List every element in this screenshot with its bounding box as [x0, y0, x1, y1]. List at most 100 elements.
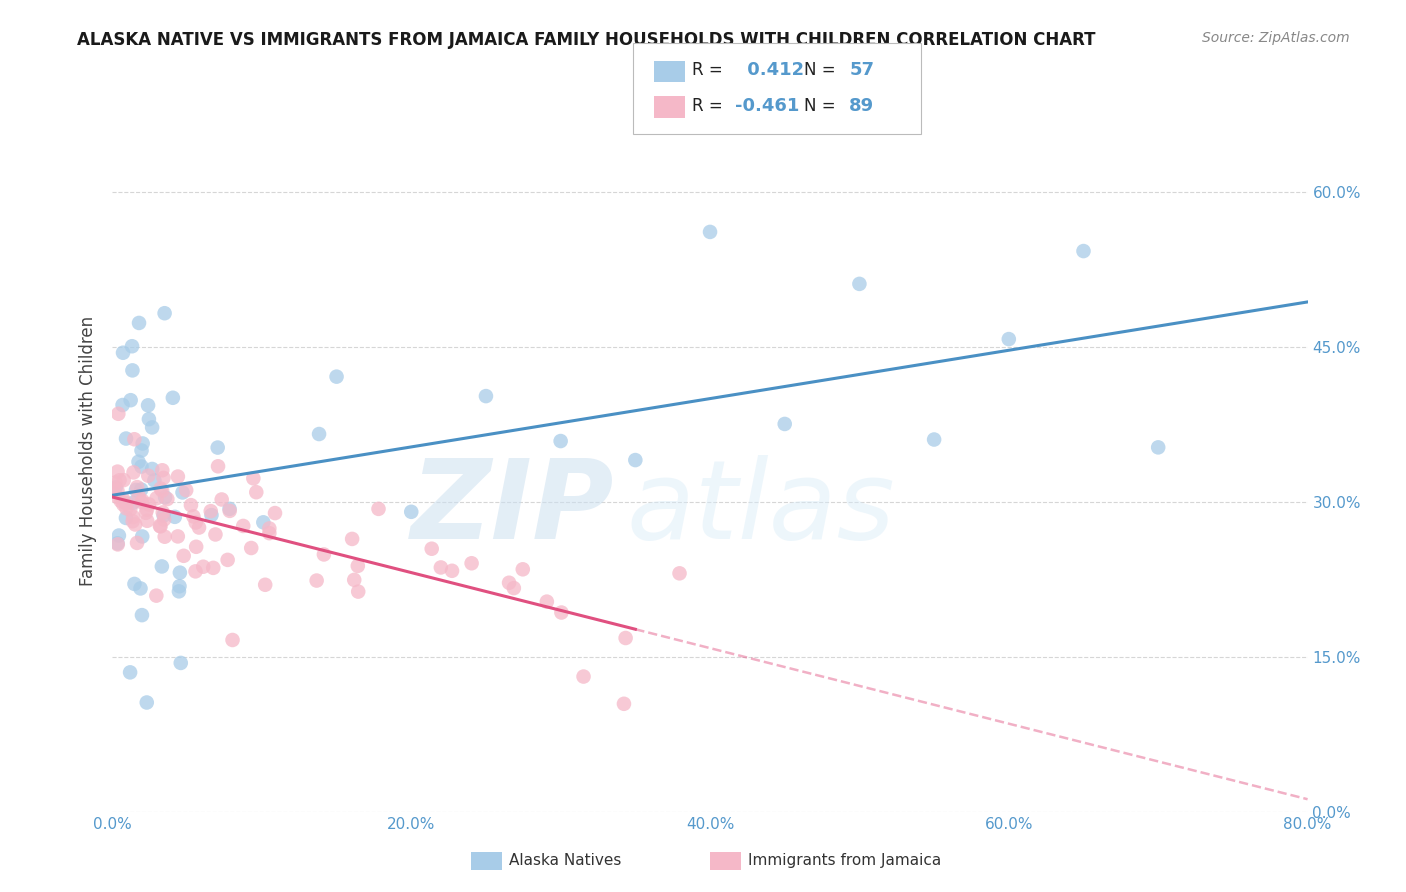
Point [145, 589, 167, 603]
Point [135, 506, 157, 520]
Point [150, 559, 173, 574]
Point [502, 581, 524, 595]
Text: 0.412: 0.412 [741, 62, 804, 79]
Point [149, 519, 172, 533]
Point [200, 508, 222, 522]
Point [125, 483, 148, 497]
Point [141, 420, 163, 434]
Point [153, 306, 176, 320]
Text: -0.461: -0.461 [735, 97, 800, 115]
Point [122, 496, 145, 510]
Point [550, 606, 572, 620]
Point [115, 501, 138, 516]
Text: R =: R = [692, 97, 728, 115]
Point [624, 453, 647, 467]
Point [325, 369, 347, 384]
Point [550, 434, 572, 448]
Point [121, 514, 143, 528]
Point [136, 398, 159, 412]
Point [149, 482, 172, 496]
Point [184, 565, 207, 579]
Point [125, 536, 148, 550]
Point [252, 516, 274, 530]
Point [922, 433, 945, 447]
Text: Alaska Natives: Alaska Natives [509, 854, 621, 868]
Point [120, 393, 142, 408]
Text: Immigrants from Jamaica: Immigrants from Jamaica [748, 854, 941, 868]
Point [153, 490, 176, 504]
Point [141, 462, 163, 476]
Point [614, 631, 637, 645]
Point [129, 483, 152, 497]
Point [120, 502, 142, 516]
Text: 57: 57 [849, 62, 875, 79]
Point [440, 564, 463, 578]
Point [129, 582, 152, 596]
Point [115, 511, 138, 525]
Point [152, 471, 174, 485]
Point [170, 656, 193, 670]
Point [112, 473, 135, 487]
Point [367, 501, 389, 516]
Point [536, 594, 558, 608]
Point [149, 518, 172, 533]
Point [475, 389, 498, 403]
Point [124, 577, 146, 591]
Point [128, 489, 150, 503]
Point [207, 441, 229, 455]
Point [145, 491, 167, 506]
Point [998, 332, 1021, 346]
Point [131, 443, 153, 458]
Point [242, 471, 264, 485]
Point [172, 485, 194, 500]
Point [245, 485, 267, 500]
Point [169, 579, 191, 593]
Point [259, 521, 281, 535]
Point [131, 493, 153, 508]
Point [264, 506, 287, 520]
Point [183, 509, 205, 524]
Point [122, 466, 145, 480]
Point [401, 505, 423, 519]
Text: R =: R = [692, 62, 728, 79]
Point [254, 578, 277, 592]
Point [115, 496, 138, 510]
Point [156, 491, 179, 506]
Point [127, 480, 149, 494]
Point [174, 483, 197, 498]
Point [346, 558, 368, 573]
Point [218, 501, 240, 516]
Point [107, 407, 129, 421]
Point [193, 559, 215, 574]
Point [202, 561, 225, 575]
Point [150, 463, 173, 477]
Point [121, 339, 143, 353]
Point [169, 566, 191, 580]
Text: atlas: atlas [627, 455, 896, 562]
Point [104, 480, 127, 494]
Point [131, 529, 153, 543]
Text: 89: 89 [849, 97, 875, 115]
Point [138, 412, 160, 426]
Point [107, 483, 129, 498]
Point [211, 492, 233, 507]
Point [259, 526, 281, 541]
Point [166, 529, 188, 543]
Point [107, 537, 129, 551]
Point [668, 566, 690, 581]
Point [111, 345, 134, 359]
Point [613, 697, 636, 711]
Point [112, 498, 135, 512]
Point [122, 510, 145, 524]
Point [167, 584, 190, 599]
Point [305, 574, 328, 588]
Point [498, 575, 520, 590]
Point [186, 540, 208, 554]
Point [162, 391, 184, 405]
Point [340, 532, 363, 546]
Point [848, 277, 870, 291]
Point [107, 465, 129, 479]
Point [124, 432, 146, 446]
Point [308, 427, 330, 442]
Point [136, 514, 159, 528]
